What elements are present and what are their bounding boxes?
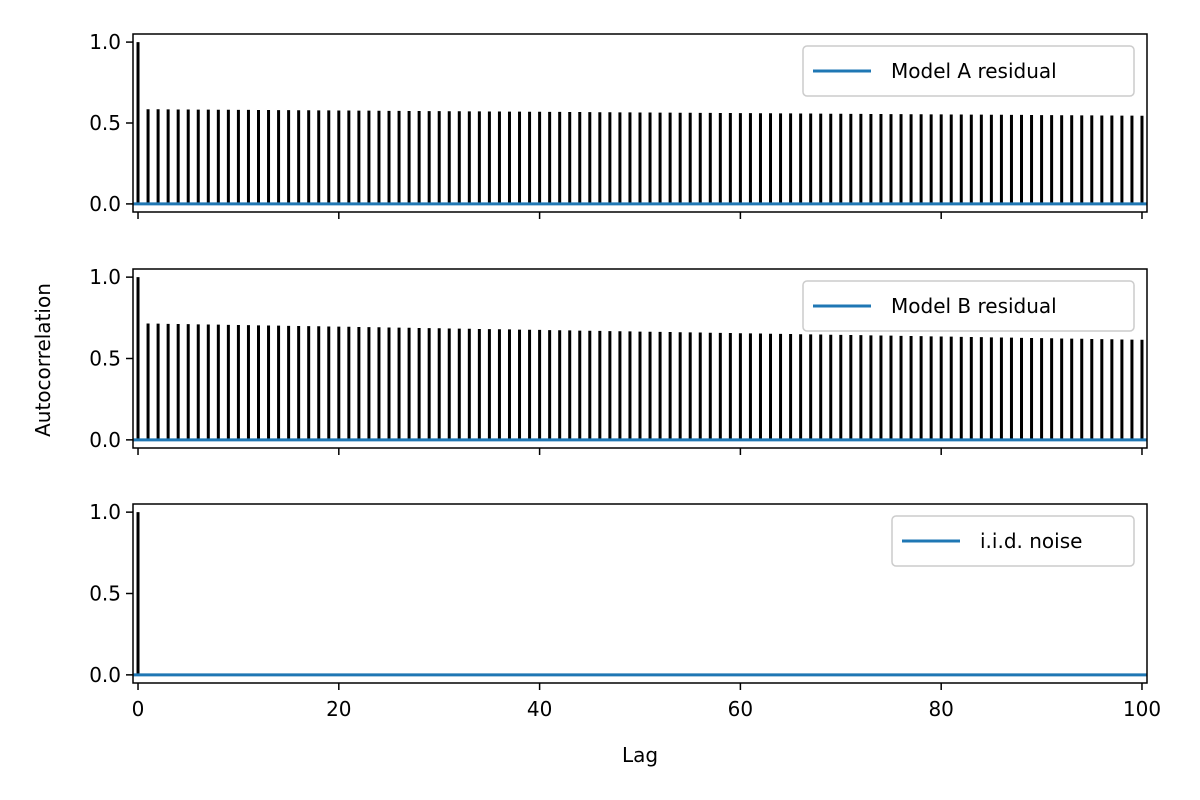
y-tick-label: 0.5: [89, 111, 121, 135]
panel-2: 0.0 0.5 1.0 Model B residual: [89, 265, 1148, 455]
legend-box: [802, 45, 1135, 97]
x-tick-label: 80: [928, 697, 953, 721]
x-tick-label: 100: [1123, 697, 1161, 721]
x-axis-title: Lag: [622, 743, 658, 767]
y-tick-label: 0.5: [89, 582, 121, 606]
y-tick-label: 1.0: [89, 30, 121, 54]
panel-3: 0.0 0.5 1.0 0 20 40 60 80 100 i.i.d. noise: [89, 500, 1161, 721]
x-tick-label: 60: [728, 697, 753, 721]
y-tick-label: 0.0: [89, 663, 121, 687]
legend-label: i.i.d. noise: [980, 529, 1082, 553]
legend-label: Model A residual: [891, 59, 1057, 83]
y-tick-label: 0.5: [89, 347, 121, 371]
x-tick-label: 20: [326, 697, 351, 721]
legend-label: Model B residual: [891, 294, 1057, 318]
panel-1: 0.0 0.5 1.0 Model A residual: [89, 30, 1148, 219]
y-tick-label: 0.0: [89, 428, 121, 452]
y-tick-label: 0.0: [89, 192, 121, 216]
x-tick-label: 40: [527, 697, 552, 721]
legend-box: [891, 515, 1135, 567]
x-tick-label: 0: [132, 697, 145, 721]
y-axis-title: Autocorrelation: [31, 283, 55, 437]
y-tick-label: 1.0: [89, 500, 121, 524]
legend-box: [802, 280, 1135, 332]
y-tick-label: 1.0: [89, 265, 121, 289]
